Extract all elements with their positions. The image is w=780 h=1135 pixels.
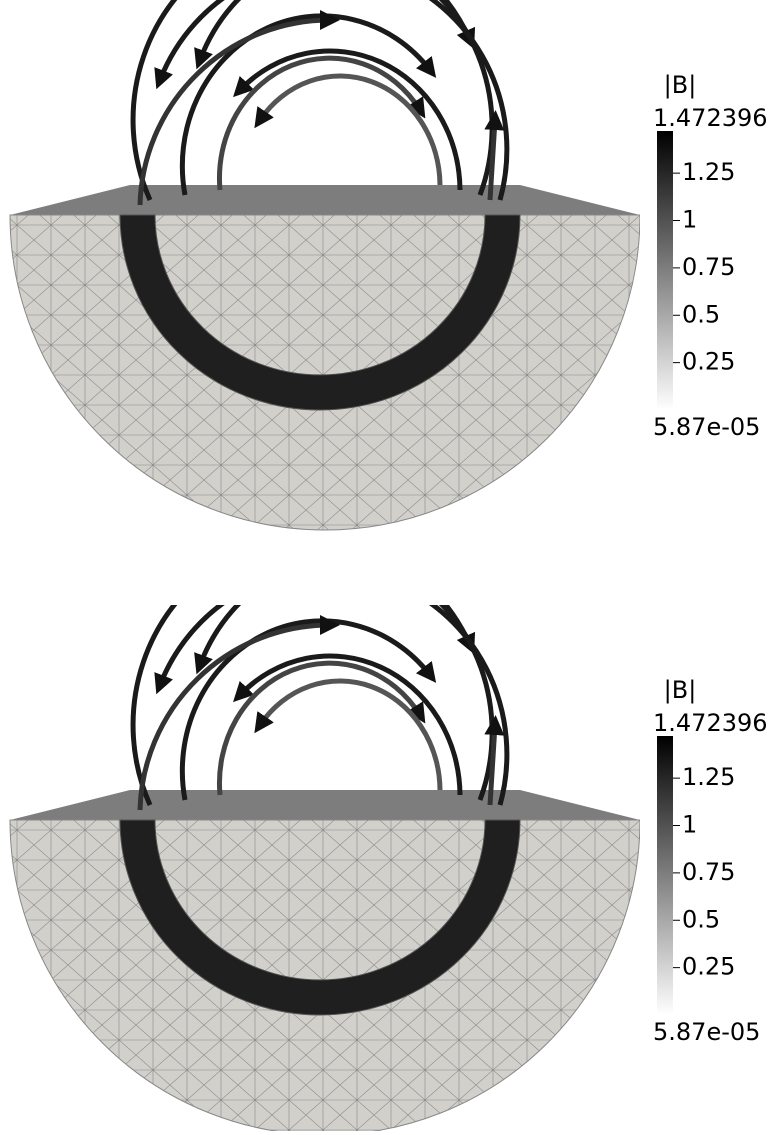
colorbar-tick-label: 1 <box>682 206 697 234</box>
colorbar-tick-label: 0.5 <box>682 300 720 328</box>
colorbar-tick-label: 1 <box>682 811 697 839</box>
model-view <box>10 538 640 1131</box>
colorbar-tick-label: 0.25 <box>682 348 735 376</box>
colorbar-tick-label: 0.5 <box>682 905 720 933</box>
colorbar <box>657 736 673 1015</box>
colorbar-title: |B| <box>664 71 697 99</box>
colorbar-max: 1.472396 <box>653 709 768 737</box>
colorbar-min: 5.87e-05 <box>653 413 760 441</box>
colorbar-tick-label: 1.25 <box>682 763 735 791</box>
colorbar-tick-label: 0.75 <box>682 253 735 281</box>
model-view <box>10 0 640 530</box>
colorbar-tick-label: 0.25 <box>682 953 735 981</box>
colorbar-max: 1.472396 <box>653 104 768 132</box>
colorbar-tick-label: 0.75 <box>682 858 735 886</box>
colorbar-tick-label: 1.25 <box>682 158 735 186</box>
colorbar-min: 5.87e-05 <box>653 1018 760 1046</box>
colorbar-title: |B| <box>664 676 697 704</box>
colorbar <box>657 131 673 410</box>
